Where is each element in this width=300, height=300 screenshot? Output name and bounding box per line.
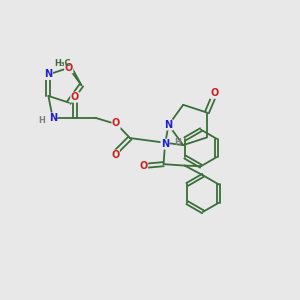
Text: O: O [210,88,218,98]
Text: O: O [71,92,79,102]
Text: N: N [49,113,57,123]
Text: H: H [38,116,45,125]
Text: H₃C: H₃C [54,59,71,68]
Text: N: N [164,120,172,130]
Text: H: H [174,138,181,147]
Text: N: N [44,70,52,80]
Text: O: O [112,118,120,128]
Text: O: O [111,150,119,160]
Text: N: N [161,139,169,149]
Text: O: O [140,160,148,171]
Text: O: O [65,63,73,73]
